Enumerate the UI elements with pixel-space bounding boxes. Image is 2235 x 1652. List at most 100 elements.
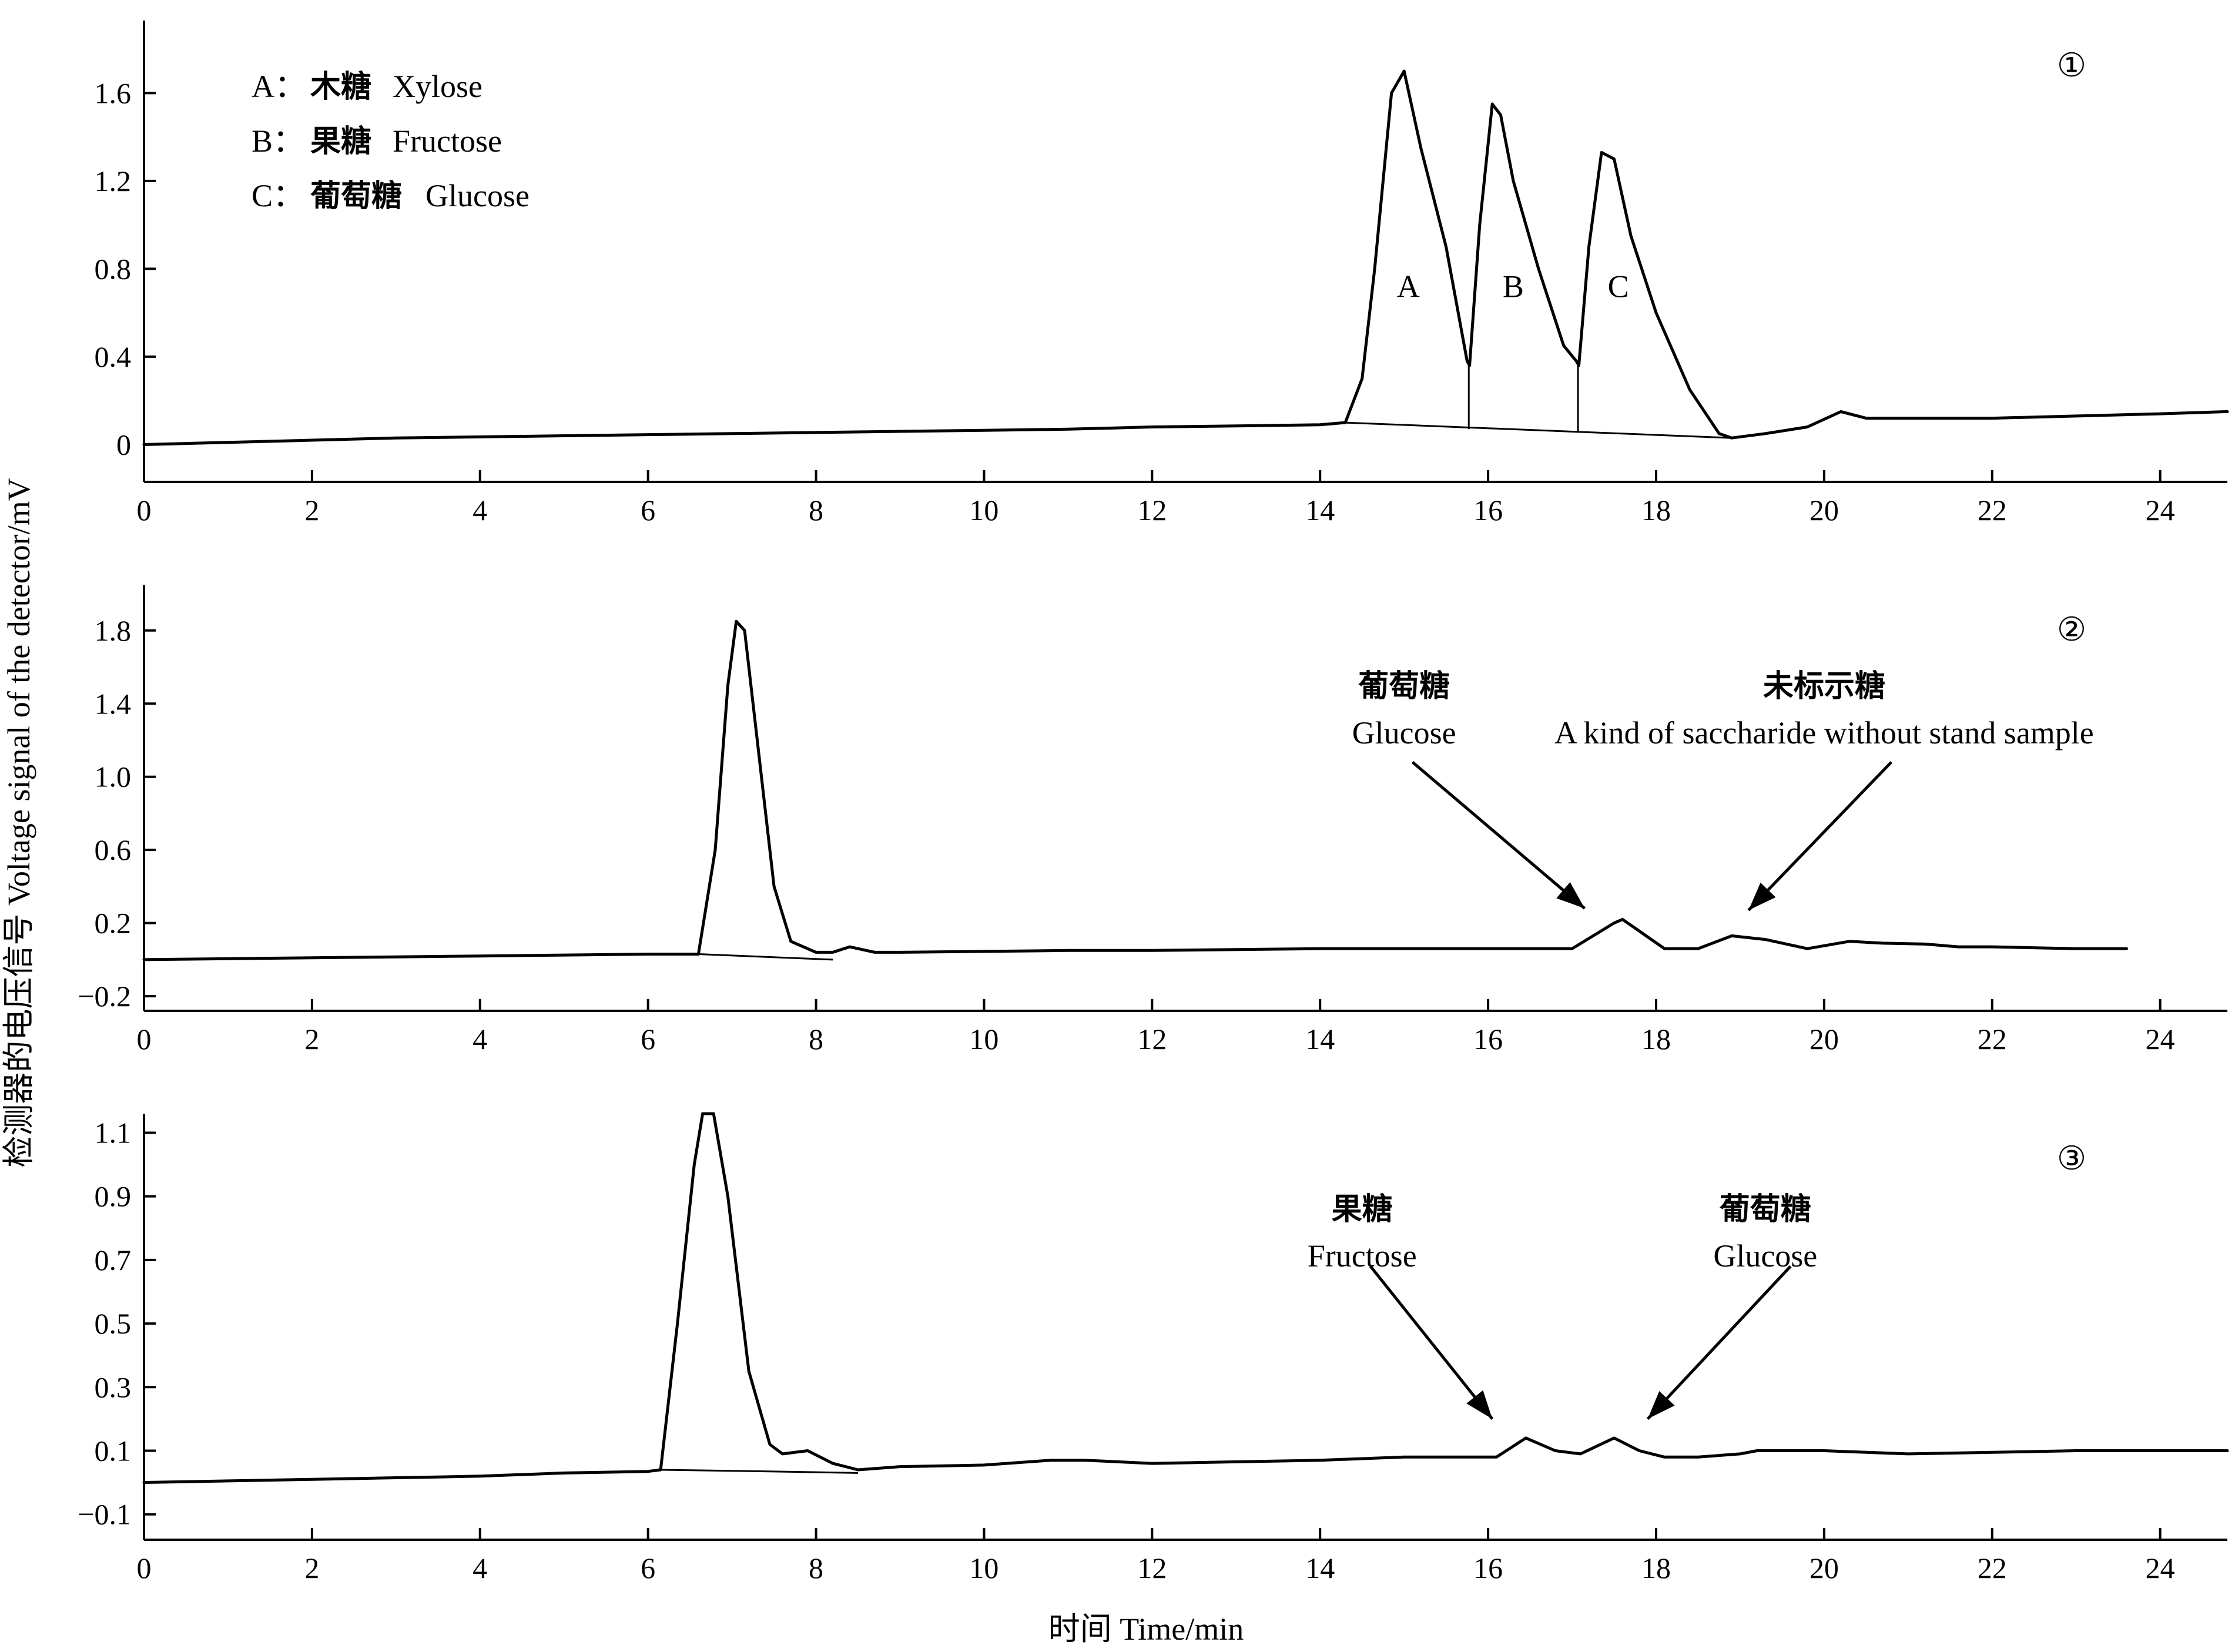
y-tick-label: −0.1 [78, 1498, 131, 1531]
legend-en: Glucose [425, 178, 530, 213]
x-tick-label: 16 [1473, 1552, 1503, 1584]
arrow-label-cn: 果糖 [1332, 1192, 1393, 1227]
y-tick-label: 0.8 [95, 252, 132, 285]
x-tick-label: 24 [2146, 494, 2175, 527]
legend-en: Fructose [393, 123, 502, 159]
x-tick-label: 4 [473, 1023, 487, 1055]
x-axis-title: 时间 Time/min [1048, 1611, 1244, 1647]
x-tick-label: 14 [1305, 1023, 1335, 1055]
x-tick-label: 12 [1137, 1552, 1167, 1584]
x-tick-label: 10 [969, 494, 998, 527]
panel-number: ① [2057, 46, 2086, 85]
x-tick-label: 0 [137, 1552, 152, 1584]
x-tick-label: 20 [1810, 494, 1839, 527]
x-tick-label: 8 [809, 494, 823, 527]
x-tick-label: 12 [1137, 1023, 1167, 1055]
y-tick-label: 1.0 [95, 760, 132, 793]
y-tick-label: 0.6 [95, 833, 132, 866]
y-tick-label: 1.2 [95, 165, 132, 197]
legend-cn: 葡萄糖 [310, 179, 402, 214]
x-tick-label: 0 [137, 494, 152, 527]
x-tick-label: 8 [809, 1552, 823, 1584]
annotation-arrow [1646, 1265, 1792, 1420]
peak-baseline [1345, 421, 1732, 439]
panel-3: 0 2 4 6 8 10 12 14 16 18 20 22 24−0.10.10.30.50.70.9… [78, 1114, 2227, 1584]
y-tick-label: 0.2 [95, 907, 132, 940]
legend-en: Xylose [393, 69, 482, 104]
panel-number: ② [2057, 611, 2086, 649]
arrow-head [1466, 1390, 1493, 1419]
x-tick-label: 24 [2146, 1023, 2175, 1055]
y-tick-label: 1.8 [95, 614, 132, 647]
panel-1-annotations: A： 木糖 Xylose B： 果糖 Fructose C： 葡萄糖 Glucose A B C [252, 69, 1629, 304]
peak-baseline [698, 953, 833, 961]
x-tick-label: 8 [809, 1023, 823, 1055]
y-tick-label: 0.5 [95, 1307, 132, 1340]
x-tick-label: 24 [2146, 1552, 2175, 1584]
legend-cn: 果糖 [310, 124, 371, 159]
x-tick-label: 18 [1641, 1552, 1671, 1584]
legend-key: C： [252, 178, 304, 213]
annotation-arrow [1747, 761, 1893, 912]
panel-3-annotations: 果糖 Fructose 葡萄糖 Glucose [1308, 1192, 1817, 1420]
panel-3-traces [142, 1112, 2229, 1485]
x-tick-label: 20 [1810, 1552, 1839, 1584]
panel-1-traces [142, 69, 2229, 446]
x-tick-label: 2 [304, 1552, 319, 1584]
x-tick-label: 4 [473, 1552, 487, 1584]
arrow-label-cn: 葡萄糖 [1358, 669, 1450, 704]
x-tick-label: 6 [641, 1023, 655, 1055]
x-tick-label: 18 [1641, 1023, 1671, 1055]
y-tick-label: 1.4 [95, 687, 132, 720]
arrow-label-cn: 葡萄糖 [1720, 1192, 1811, 1227]
x-tick-label: 18 [1641, 494, 1671, 527]
y-tick-label: 0.4 [95, 340, 132, 373]
x-tick-label: 10 [969, 1023, 998, 1055]
chromatogram-trace [142, 1112, 2229, 1485]
x-tick-label: 10 [969, 1552, 998, 1584]
arrow-label-en: Fructose [1308, 1238, 1417, 1274]
panel-2: 0 2 4 6 8 10 12 14 16 18 20 22 24−0.20.20.61.01.41.8… [78, 585, 2227, 1055]
y-tick-label: 0.1 [95, 1435, 132, 1467]
panel-2-traces [142, 619, 2128, 961]
arrow-head [1647, 1391, 1675, 1419]
annotation-arrow [1411, 760, 1586, 910]
chromatogram-trace [142, 619, 2128, 961]
x-tick-label: 6 [641, 1552, 655, 1584]
arrow-head [1748, 882, 1776, 910]
peak-label: A [1397, 269, 1420, 304]
x-tick-label: 22 [1978, 1552, 2007, 1584]
peak-baseline [661, 1469, 859, 1474]
x-tick-label: 14 [1305, 1552, 1335, 1584]
y-tick-label: 0 [116, 428, 131, 461]
arrow-label-cn: 未标示糖 [1763, 669, 1885, 704]
x-tick-label: 6 [641, 494, 655, 527]
arrow-label-en: A kind of saccharide without stand sampl… [1554, 715, 2094, 750]
y-tick-label: 1.1 [95, 1116, 132, 1149]
traces-layer [142, 69, 2229, 1485]
x-tick-label: 2 [304, 1023, 319, 1055]
x-tick-label: 14 [1305, 494, 1335, 527]
x-tick-label: 22 [1978, 494, 2007, 527]
legend-cn: 木糖 [310, 69, 371, 105]
panel-number: ③ [2057, 1140, 2086, 1178]
x-tick-label: 16 [1473, 494, 1503, 527]
y-tick-label: 0.3 [95, 1370, 132, 1403]
y-tick-label: 0.9 [95, 1180, 132, 1213]
annotation-arrow [1369, 1265, 1494, 1420]
legend-key: A： [252, 69, 306, 104]
arrow-label-en: Glucose [1713, 1238, 1817, 1274]
arrow-label-en: Glucose [1352, 715, 1456, 750]
peak-label: B [1503, 269, 1524, 304]
x-tick-label: 16 [1473, 1023, 1503, 1055]
arrow-head [1556, 882, 1585, 909]
legend-key: B： [252, 123, 304, 159]
x-tick-label: 12 [1137, 494, 1167, 527]
panel-2-annotations: 葡萄糖 Glucose 未标示糖 A kind of saccharide witho… [1352, 669, 2094, 912]
x-tick-label: 22 [1978, 1023, 2007, 1055]
